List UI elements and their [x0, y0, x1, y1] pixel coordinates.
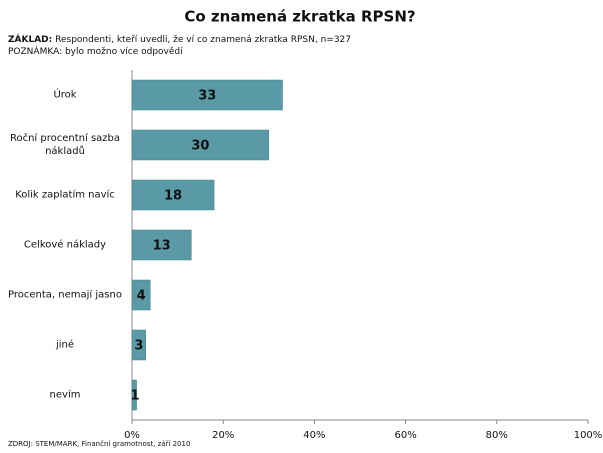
- category-label: Roční procentní sazba nákladů: [9, 133, 121, 157]
- note: POZNÁMKA: bylo možno více odpovědí: [8, 47, 183, 57]
- bar: [131, 129, 270, 161]
- bar: [131, 79, 283, 111]
- category-label: jiné: [55, 339, 75, 351]
- bar: [131, 329, 146, 361]
- value-label: 3: [134, 339, 143, 354]
- value-label: 4: [137, 289, 146, 304]
- chart-title: Co znamená zkratka RPSN?: [184, 8, 415, 26]
- source: ZDROJ: STEM/MARK, Finanční gramotnost, z…: [8, 440, 191, 448]
- bar: [131, 179, 215, 211]
- x-tick-label: 0%: [124, 430, 140, 441]
- basis-line: ZÁKLAD: Respondenti, kteří uvedli, že ví…: [8, 35, 351, 45]
- basis-label: ZÁKLAD:: [8, 35, 53, 45]
- category-label: Úrok: [53, 89, 77, 101]
- category-label: Procenta, nemají jasno: [8, 289, 122, 301]
- x-tick-label: 20%: [212, 430, 234, 441]
- category-label: Kolik zaplatím navíc: [15, 189, 115, 201]
- value-label: 18: [164, 189, 182, 204]
- value-label: 1: [130, 389, 139, 404]
- bar: [131, 279, 151, 311]
- bar: [131, 229, 192, 261]
- x-tick-label: 60%: [394, 430, 416, 441]
- bar: [131, 379, 137, 411]
- x-tick-label: 100%: [574, 430, 603, 441]
- value-label: 30: [191, 139, 209, 154]
- category-label: Celkové náklady: [23, 239, 107, 251]
- category-label: nevím: [49, 389, 81, 401]
- value-label: 13: [153, 239, 171, 254]
- basis: Respondenti, kteří uvedli, že ví co znam…: [55, 35, 352, 45]
- x-tick-label: 80%: [486, 430, 508, 441]
- x-tick-label: 40%: [303, 430, 325, 441]
- value-label: 33: [198, 89, 216, 104]
